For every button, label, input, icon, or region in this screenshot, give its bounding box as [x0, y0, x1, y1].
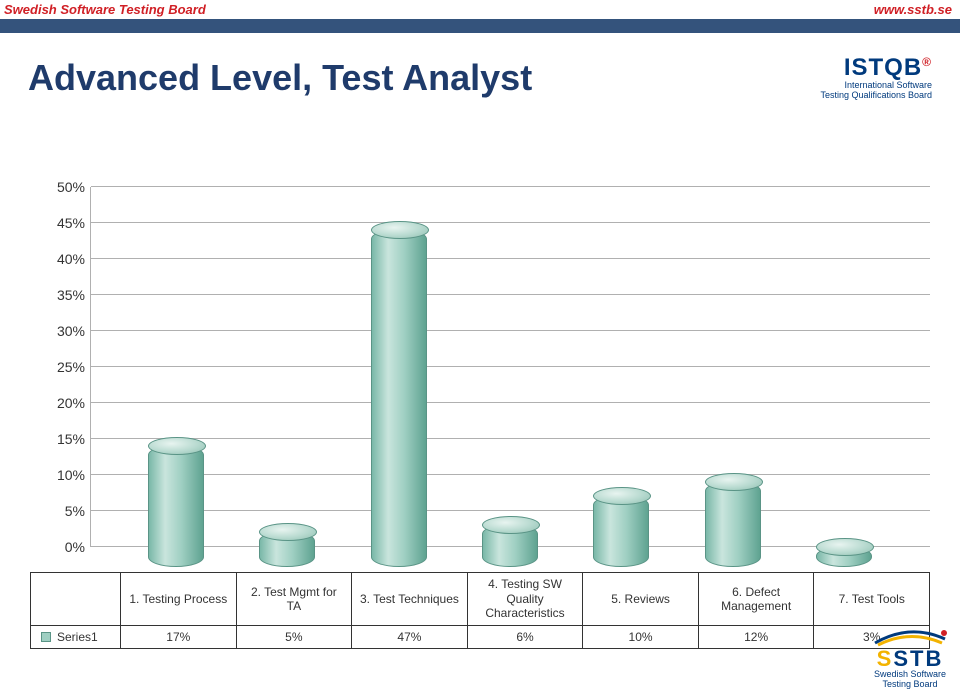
table-corner	[31, 573, 121, 625]
bar-4	[482, 524, 538, 567]
category-header: 4. Testing SW Quality Characteristics	[468, 573, 584, 625]
title-row: Advanced Level, Test Analyst ISTQB® Inte…	[0, 33, 960, 111]
bar-top	[816, 538, 874, 556]
category-header: 5. Reviews	[583, 573, 699, 625]
bar-top	[482, 516, 540, 534]
value-cell: 12%	[699, 626, 815, 649]
y-axis-label: 45%	[47, 215, 85, 231]
category-header: 3. Test Techniques	[352, 573, 468, 625]
istqb-sub2: Testing Qualifications Board	[820, 91, 932, 101]
istqb-reg: ®	[922, 55, 932, 69]
y-axis-label: 5%	[47, 503, 85, 519]
istqb-main: ISTQB	[844, 54, 922, 81]
bar-3	[371, 229, 427, 567]
sstb-swoosh-icon	[870, 627, 950, 647]
bar-top	[148, 437, 206, 455]
bar-6	[705, 481, 761, 567]
sstb-word: SSTB	[870, 649, 950, 669]
y-axis-label: 10%	[47, 467, 85, 483]
y-axis-label: 35%	[47, 287, 85, 303]
istqb-logo: ISTQB® International Software Testing Qu…	[820, 55, 932, 101]
header-org: Swedish Software Testing Board	[4, 2, 206, 17]
bar-top	[593, 487, 651, 505]
data-table: 1. Testing Process2. Test Mgmt for TA3. …	[30, 572, 930, 649]
y-axis-label: 25%	[47, 359, 85, 375]
page-title: Advanced Level, Test Analyst	[28, 57, 532, 99]
category-header: 6. Defect Management	[699, 573, 815, 625]
y-axis-label: 40%	[47, 251, 85, 267]
bar-top	[259, 523, 317, 541]
y-axis-label: 15%	[47, 431, 85, 447]
bar-1	[148, 445, 204, 567]
value-cell: 17%	[121, 626, 237, 649]
bar-top	[371, 221, 429, 239]
y-axis-label: 30%	[47, 323, 85, 339]
value-cell: 10%	[583, 626, 699, 649]
sstb-sub1: Swedish Software	[870, 669, 950, 679]
bar-5	[593, 495, 649, 567]
category-header: 7. Test Tools	[814, 573, 930, 625]
category-header: 1. Testing Process	[121, 573, 237, 625]
bar-2	[259, 531, 315, 567]
category-header: 2. Test Mgmt for TA	[237, 573, 353, 625]
legend-swatch-icon	[41, 632, 51, 642]
bar-top	[705, 473, 763, 491]
series-label: Series1	[31, 626, 121, 649]
y-axis-label: 0%	[47, 539, 85, 555]
chart: 0% 5% 10% 15% 20% 25% 30% 35% 40% 45% 50%	[30, 121, 930, 581]
y-axis-label: 50%	[47, 179, 85, 195]
bar-7	[816, 546, 872, 568]
value-cell: 47%	[352, 626, 468, 649]
header-url: www.sstb.se	[874, 2, 952, 17]
value-cell: 6%	[468, 626, 584, 649]
value-cell: 5%	[237, 626, 353, 649]
sstb-sub2: Testing Board	[870, 679, 950, 689]
y-axis-label: 20%	[47, 395, 85, 411]
grid-line: 50%	[91, 186, 930, 187]
istqb-logo-text: ISTQB®	[820, 55, 932, 81]
header-bar: Swedish Software Testing Board www.sstb.…	[0, 0, 960, 33]
sstb-logo: SSTB Swedish Software Testing Board	[870, 627, 950, 689]
chart-plot-area	[120, 221, 900, 581]
